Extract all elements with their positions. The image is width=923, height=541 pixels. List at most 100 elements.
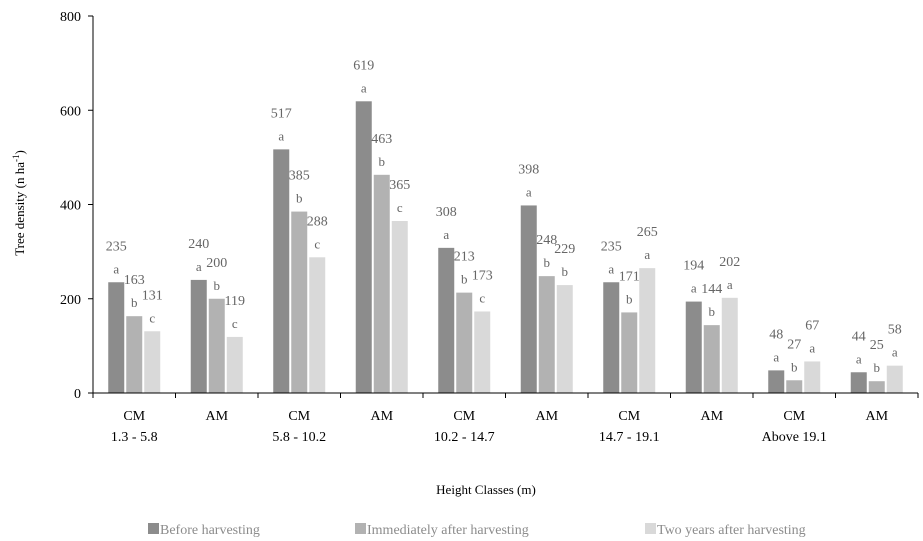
significance-letter: b bbox=[379, 154, 386, 169]
significance-letter: b bbox=[214, 278, 221, 293]
x-category-label: AM bbox=[865, 409, 888, 424]
bar bbox=[391, 220, 408, 393]
bar bbox=[868, 381, 885, 393]
significance-letter: b bbox=[131, 295, 138, 310]
bar bbox=[850, 372, 867, 393]
significance-letter: a bbox=[892, 345, 898, 360]
legend-swatch bbox=[148, 523, 159, 534]
data-label: 48 bbox=[769, 327, 783, 342]
significance-letter: c bbox=[232, 316, 238, 331]
significance-letter: b bbox=[626, 291, 633, 306]
significance-letter: a bbox=[443, 227, 449, 242]
bar bbox=[786, 380, 803, 393]
significance-letter: b bbox=[461, 272, 468, 287]
x-axis: CM 1.3 - 5.8 AM CM 5.8 - 10.2 AM CM 10.2 - 14.7… bbox=[92, 392, 919, 445]
legend-label: Two years after harvesting bbox=[657, 523, 806, 538]
significance-letter: a bbox=[773, 349, 779, 364]
data-label: 25 bbox=[870, 338, 884, 353]
bar bbox=[886, 365, 903, 393]
data-label: 385 bbox=[289, 169, 310, 184]
significance-letter: c bbox=[149, 310, 155, 325]
bar bbox=[291, 211, 308, 393]
significance-letter: b bbox=[874, 360, 881, 375]
legend-label: Before harvesting bbox=[160, 523, 260, 538]
x-category-label: AM bbox=[535, 409, 558, 424]
significance-letter: b bbox=[544, 255, 551, 270]
bar bbox=[639, 268, 656, 393]
significance-letter: c bbox=[314, 236, 320, 251]
y-tick-label: 0 bbox=[74, 387, 81, 402]
x-category-range-label: 1.3 - 5.8 bbox=[111, 430, 158, 445]
bar bbox=[538, 276, 555, 393]
x-category-range-label: 14.7 - 19.1 bbox=[599, 430, 660, 445]
significance-letter: a bbox=[691, 281, 697, 296]
bar bbox=[556, 285, 573, 393]
bar bbox=[108, 282, 125, 393]
data-label: 200 bbox=[206, 256, 227, 271]
data-label: 163 bbox=[124, 273, 145, 288]
bar bbox=[520, 205, 537, 393]
bar bbox=[456, 292, 473, 393]
bar bbox=[144, 331, 161, 393]
data-label: 365 bbox=[389, 178, 410, 193]
x-category-label: CM bbox=[123, 409, 145, 424]
y-axis-title-superscript: -1 bbox=[11, 155, 21, 163]
bar bbox=[208, 298, 225, 393]
data-label: 229 bbox=[554, 242, 575, 257]
data-label: 144 bbox=[701, 282, 722, 297]
y-tick-label: 200 bbox=[60, 293, 81, 308]
data-label: 517 bbox=[271, 106, 292, 121]
y-axis-title-close: ) bbox=[12, 150, 27, 154]
bar bbox=[703, 325, 720, 393]
data-label: 194 bbox=[683, 259, 704, 274]
bar bbox=[309, 257, 326, 393]
significance-letter: b bbox=[791, 359, 798, 374]
y-tick-label: 600 bbox=[60, 104, 81, 119]
significance-letter: c bbox=[397, 200, 403, 215]
bar bbox=[373, 174, 390, 393]
bar bbox=[603, 282, 620, 393]
x-category-label: AM bbox=[205, 409, 228, 424]
y-axis: 0 200 400 600 800 bbox=[60, 10, 94, 402]
significance-letter: a bbox=[608, 261, 614, 276]
bar bbox=[273, 149, 290, 393]
x-category-label: CM bbox=[453, 409, 475, 424]
data-label: 171 bbox=[619, 269, 640, 284]
significance-letter: b bbox=[709, 304, 716, 319]
data-label: 235 bbox=[601, 239, 622, 254]
x-category-label: AM bbox=[700, 409, 723, 424]
x-category-label: CM bbox=[288, 409, 310, 424]
significance-letter: c bbox=[479, 290, 485, 305]
bar bbox=[621, 312, 638, 393]
legend: Before harvesting Immediately after harve… bbox=[148, 523, 806, 538]
x-category-range-label: 10.2 - 14.7 bbox=[434, 430, 495, 445]
data-label: 213 bbox=[454, 250, 475, 265]
bars-group bbox=[108, 101, 903, 393]
legend-swatch bbox=[355, 523, 366, 534]
data-label: 288 bbox=[307, 214, 328, 229]
bar bbox=[685, 301, 702, 393]
x-category-label: AM bbox=[370, 409, 393, 424]
significance-letter: a bbox=[196, 259, 202, 274]
data-label: 58 bbox=[888, 323, 902, 338]
data-label: 131 bbox=[142, 288, 163, 303]
significance-letter: a bbox=[727, 277, 733, 292]
data-label: 619 bbox=[353, 58, 374, 73]
bar bbox=[768, 370, 785, 393]
bar bbox=[190, 279, 207, 393]
data-label: 202 bbox=[719, 255, 740, 270]
y-axis-title-main: Tree density (n ha bbox=[12, 162, 27, 256]
data-label: 398 bbox=[518, 162, 539, 177]
data-label: 248 bbox=[536, 233, 557, 248]
bar bbox=[355, 101, 372, 393]
y-tick-label: 800 bbox=[60, 10, 81, 25]
x-category-range-label: 5.8 - 10.2 bbox=[272, 430, 326, 445]
x-category-label: CM bbox=[618, 409, 640, 424]
significance-letter: a bbox=[361, 80, 367, 95]
data-label: 308 bbox=[436, 205, 457, 220]
bar bbox=[226, 336, 243, 393]
data-label: 240 bbox=[188, 237, 209, 252]
data-label: 27 bbox=[787, 337, 801, 352]
data-label: 463 bbox=[371, 132, 392, 147]
